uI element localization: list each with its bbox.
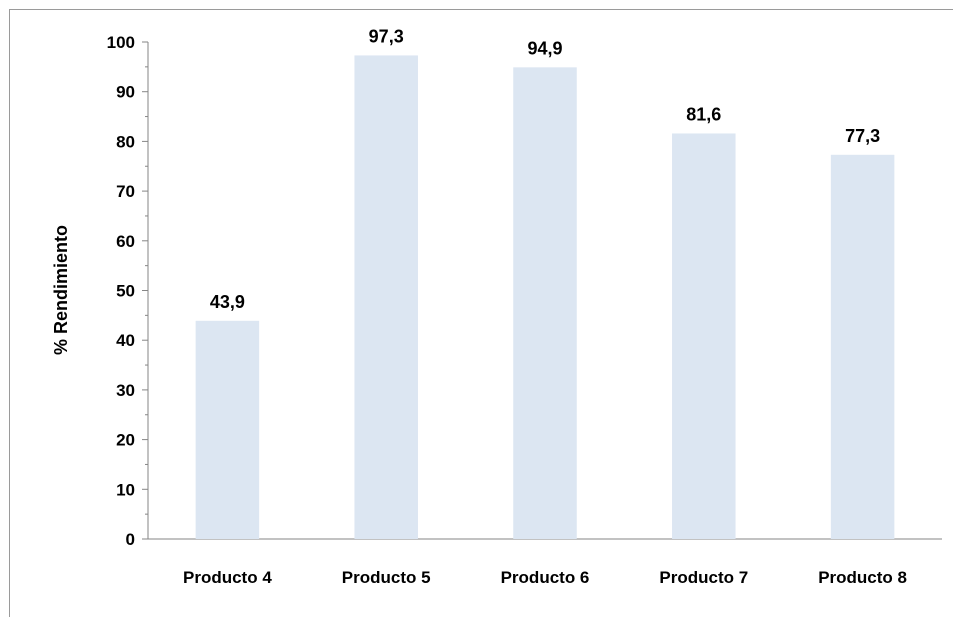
category-label: Producto 7 [659,568,748,587]
category-labels: Producto 4 Producto 5 Producto 6 Producto 7… [183,568,907,587]
data-label: 43,9 [210,292,245,312]
bar [830,154,895,539]
category-label: Producto 4 [183,568,272,587]
y-tick-label: 10 [116,480,135,499]
category-label: Producto 6 [501,568,590,587]
y-tick-label: 0 [126,530,135,549]
data-label: 97,3 [369,26,404,46]
y-axis: 0 10 20 30 40 50 60 70 80 90 100 [107,33,149,549]
category-label: Producto 8 [818,568,907,587]
y-tick-label: 100 [107,33,135,52]
bar [513,67,577,540]
y-tick-label: 40 [116,331,135,350]
bar [672,133,736,539]
data-label: 81,6 [686,104,721,124]
category-label: Producto 5 [342,568,431,587]
y-tick-label: 60 [116,232,135,251]
y-tick-label: 80 [116,132,135,151]
bar [354,55,418,539]
bars [195,55,895,540]
y-axis-title: % Rendimiento [51,225,71,355]
data-labels: 43,9 97,3 94,9 81,6 77,3 [210,26,880,311]
y-tick-label: 50 [116,282,135,301]
data-label: 77,3 [845,126,880,146]
data-label: 94,9 [527,38,562,58]
y-tick-label: 30 [116,381,135,400]
y-tick-label: 20 [116,431,135,450]
bar [195,320,260,539]
y-tick-label: 90 [116,83,135,102]
y-tick-label: 70 [116,182,135,201]
chart-frame [9,9,953,617]
